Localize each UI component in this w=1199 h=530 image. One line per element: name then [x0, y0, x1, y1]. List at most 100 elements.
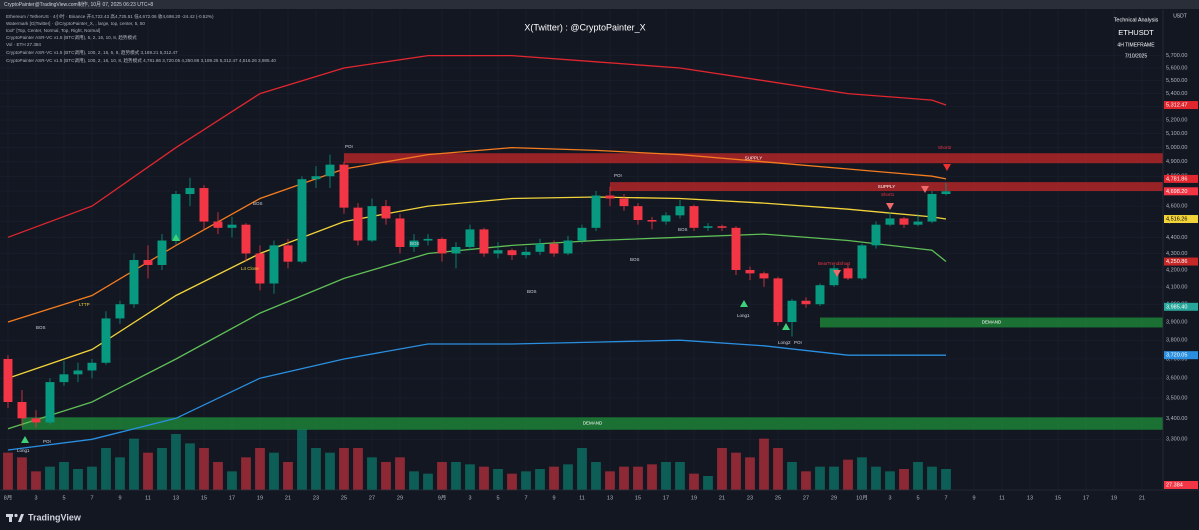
candle-body: [661, 215, 671, 222]
volume-bar: [507, 473, 517, 490]
candle-body: [871, 224, 881, 246]
short-signal: [833, 270, 841, 277]
y-tick-label: 3,400.00: [1166, 416, 1187, 422]
volume-bar: [143, 452, 153, 490]
candle-body: [269, 245, 279, 284]
x-tick-label: 3: [468, 495, 471, 501]
y-tick-label: 3,900.00: [1166, 319, 1187, 325]
price-tag-label: 4,781.86: [1166, 176, 1187, 182]
volume-bar: [129, 438, 139, 490]
annotation: POI: [794, 340, 802, 345]
annotation: BearTrendShort: [818, 261, 851, 266]
y-tick-label: 3,600.00: [1166, 376, 1187, 382]
y-tick-label: 5,400.00: [1166, 91, 1187, 97]
x-tick-label: 7: [524, 495, 527, 501]
candles: [3, 154, 951, 428]
candle-body: [731, 227, 741, 270]
x-tick-label: 21: [719, 495, 725, 501]
volume-bar: [297, 429, 307, 490]
candle-body: [115, 304, 125, 319]
x-tick-label: 11: [579, 495, 585, 501]
volume-bar: [843, 459, 853, 490]
volume-bar: [479, 466, 489, 490]
volume-bar: [185, 443, 195, 490]
candle-body: [829, 268, 839, 286]
y-tick-label: 5,500.00: [1166, 78, 1187, 84]
volume-bar: [535, 469, 545, 490]
candle-body: [185, 188, 195, 195]
candle-body: [227, 224, 237, 228]
volume-bar: [689, 473, 699, 490]
y-tick-label: 3,700.00: [1166, 356, 1187, 362]
candle-body: [717, 226, 727, 228]
legend-line: Vol · ETH 27.384: [6, 42, 41, 47]
volume-bar: [423, 473, 433, 490]
candle-body: [885, 218, 895, 225]
short-signal: [943, 164, 951, 171]
y-tick-label: 4,600.00: [1166, 204, 1187, 210]
volume-bar: [451, 462, 461, 490]
indicator-lines: [7, 54, 947, 451]
annotation: Short2: [938, 145, 952, 150]
header-bar: [0, 0, 1199, 9]
candle-body: [465, 229, 475, 247]
candle-body: [45, 382, 55, 423]
volume-bar: [17, 457, 27, 490]
candle-body: [339, 164, 349, 208]
candle-body: [647, 219, 657, 222]
price-tag: [1164, 302, 1198, 311]
long-signal: [21, 436, 29, 443]
volume-bar: [871, 466, 881, 490]
legend-line: Watermark [G|Twitter] · @CryptoPainter_X…: [6, 21, 145, 26]
x-tick-label: 3: [888, 495, 891, 501]
chart-title: X(Twitter) : @CryptoPainter_X: [524, 22, 645, 32]
x-tick-label: 27: [369, 495, 375, 501]
price-tag: [1164, 215, 1198, 224]
zone-label: DEMAND: [583, 421, 603, 426]
candle-body: [913, 221, 923, 225]
x-tick-label: 13: [173, 495, 179, 501]
candle-body: [703, 226, 713, 228]
legend: Ethereum / TetherUS · 4小时 · Binance 开4,7…: [6, 13, 276, 64]
candle-body: [73, 370, 83, 375]
volume-bar: [409, 471, 419, 490]
volume-bar: [353, 448, 363, 490]
volume-bar: [829, 466, 839, 490]
candle-body: [479, 229, 489, 254]
volume-bar: [199, 448, 209, 490]
volume: [3, 429, 951, 490]
x-tick-label: 13: [1027, 495, 1033, 501]
x-tick-label: 11: [145, 495, 151, 501]
volume-bar: [605, 471, 615, 490]
volume-bar: [45, 466, 55, 490]
candle-body: [311, 176, 321, 180]
volume-bar: [675, 462, 685, 490]
price-tag-label: 3,720.05: [1166, 353, 1187, 359]
volume-bar: [661, 462, 671, 490]
y-tick-label: 3,500.00: [1166, 395, 1187, 401]
volume-bar: [941, 469, 951, 490]
candle-body: [283, 245, 293, 262]
volume-bar: [619, 466, 629, 490]
candle-body: [591, 195, 601, 228]
short-signal: [886, 203, 894, 210]
long-signal: [782, 323, 790, 330]
header: CryptoPainter@TradingView.com制作, 10月 07,…: [4, 1, 153, 8]
x-tick-label: 15: [1055, 495, 1061, 501]
volume-bar: [857, 457, 867, 490]
candle-body: [297, 179, 307, 262]
price-tag-label: 4,250.86: [1166, 259, 1187, 265]
volume-bar: [325, 452, 335, 490]
zones: SUPPLY SUPPLY DEMAND DEMAND: [21, 153, 1163, 430]
x-tick-label: 5: [496, 495, 499, 501]
x-tick-label: 13: [607, 495, 613, 501]
candle-body: [801, 300, 811, 305]
candle-body: [101, 318, 111, 363]
annotation: BOS: [253, 201, 263, 206]
candle-body: [745, 269, 755, 274]
candle-body: [773, 278, 783, 323]
long-signal: [172, 234, 180, 241]
candle-body: [143, 260, 153, 265]
candle-body: [535, 243, 545, 252]
